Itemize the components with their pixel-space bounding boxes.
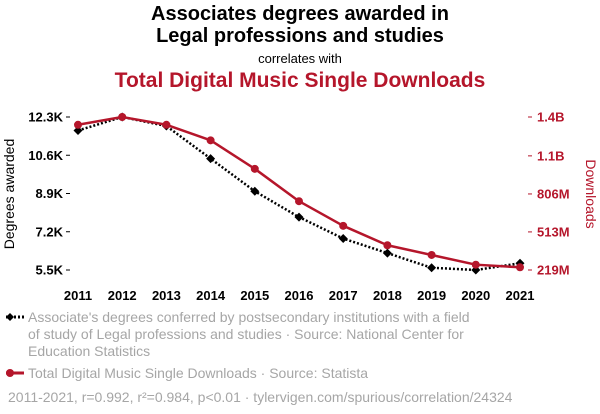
right-tick-label: 806M xyxy=(537,186,570,201)
x-tick-label: 2014 xyxy=(196,288,226,303)
series-2-point xyxy=(471,260,480,269)
right-tick-label: 1.4B xyxy=(537,110,564,125)
series-1-point xyxy=(294,212,304,222)
legend-series-2-marker xyxy=(6,369,24,377)
right-tick-label: 219M xyxy=(537,263,570,278)
series-1-point xyxy=(250,186,260,196)
series-2-point xyxy=(162,120,171,129)
series-2-point xyxy=(74,120,82,129)
footer-stats: 2011-2021, r=0.992, r²=0.984, p<0.01 · t… xyxy=(8,389,513,405)
series-2-point xyxy=(383,241,392,250)
series-1-line xyxy=(77,115,521,272)
left-tick-label: 10.6K xyxy=(28,148,63,163)
x-tick-label: 2019 xyxy=(417,288,446,303)
series-2-point xyxy=(295,197,303,206)
x-tick-label: 2017 xyxy=(329,288,358,303)
x-tick-label: 2011 xyxy=(64,288,92,303)
chart-title-line-2: Legal professions and studies xyxy=(156,25,444,47)
x-tick-label: 2021 xyxy=(506,288,535,303)
chart-series xyxy=(73,112,525,275)
series-2-point xyxy=(427,250,436,259)
chart-title-series-2: Total Digital Music Single Downloads xyxy=(114,69,486,92)
right-tick-label: 1.1B xyxy=(537,148,564,163)
series-2-point xyxy=(250,164,259,173)
legend-series-1-text: Associate's degrees conferred by postsec… xyxy=(28,309,470,359)
series-2-point xyxy=(118,113,127,121)
legend-series-1-marker xyxy=(6,313,24,321)
legend-series-2-text: Total Digital Music Single Downloads · S… xyxy=(28,365,369,381)
series-1-point xyxy=(382,248,392,258)
right-tick-label: 513M xyxy=(537,224,570,239)
x-tick-label: 2016 xyxy=(285,288,314,303)
left-tick-label: 12.3K xyxy=(28,110,63,125)
series-2-point xyxy=(339,221,348,230)
left-tick-label: 5.5K xyxy=(36,263,64,278)
y-axis-left-title: Degrees awarded xyxy=(1,139,17,250)
x-tick-label: 2018 xyxy=(373,288,402,303)
chart-title-line-1: Associates degrees awarded in xyxy=(151,3,449,25)
series-1-point xyxy=(338,234,348,243)
left-tick-label: 8.9K xyxy=(36,186,64,201)
chart-axes: 2011 2012 2013 2014 2015 2016 2017 2018 2019 2020… xyxy=(1,110,599,304)
left-tick-label: 7.2K xyxy=(36,224,64,239)
x-tick-label: 2020 xyxy=(461,288,490,303)
series-1-point xyxy=(73,126,83,135)
series-1-point xyxy=(427,263,437,273)
x-tick-label: 2015 xyxy=(240,288,269,303)
legend-series-2: Total Digital Music Single Downloads · S… xyxy=(6,365,478,382)
correlates-with-label: correlates with xyxy=(258,51,342,66)
legend-series-1: Associate's degrees conferred by postsec… xyxy=(6,309,478,360)
x-tick-label: 2012 xyxy=(108,288,137,303)
y-axis-right-title: Downloads xyxy=(583,159,599,228)
series-2-line xyxy=(77,115,521,269)
series-2-point xyxy=(516,263,524,272)
series-2-point xyxy=(206,136,215,145)
x-tick-label: 2013 xyxy=(152,288,181,303)
series-1-point xyxy=(206,154,216,164)
